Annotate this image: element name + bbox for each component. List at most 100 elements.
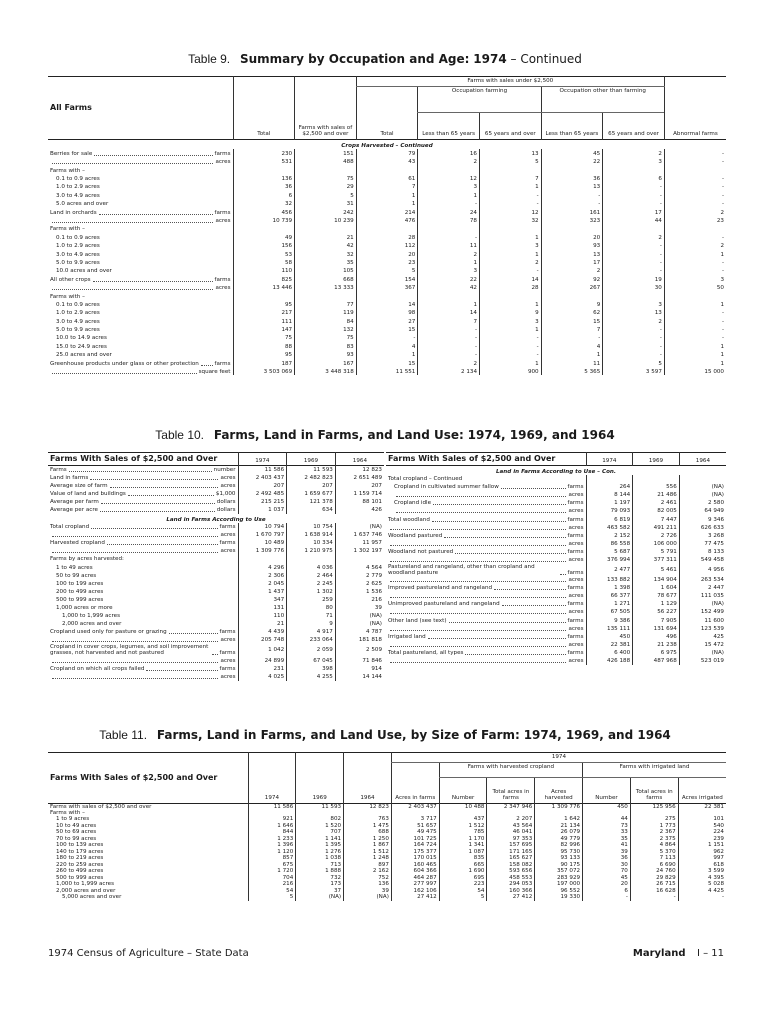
row-label: Land in orchards farms (48, 207, 233, 216)
row-label: 5,000 acres and over (48, 894, 248, 901)
cell-value: 5 028 (677, 881, 726, 888)
cell-empty (663, 291, 726, 300)
label-text: Total cropland (50, 524, 90, 531)
leader (396, 496, 567, 498)
leader (396, 512, 567, 514)
label-line: 0.1 to 0.9 acres (56, 235, 231, 241)
unit: farms (219, 524, 236, 531)
leader (494, 589, 566, 591)
label-text: All other crops (50, 276, 91, 283)
cell-value: 6 (602, 173, 665, 183)
row-label: acres (48, 673, 238, 681)
table-head: Farms With Sales of $2,500 and Over 1974… (48, 452, 384, 466)
row-label: Woodland pastured farms (386, 532, 586, 540)
cell-value: - (479, 333, 542, 342)
cell-value: 43 (355, 156, 418, 166)
cell-value: 12 823 (334, 465, 384, 474)
cell-empty (602, 165, 665, 174)
cell-value: 626 633 (678, 523, 726, 532)
row-label: acres (386, 507, 586, 515)
cell-value: 217 (232, 307, 295, 317)
data-row: acres 8 144 21 486 (NA) (386, 491, 726, 500)
cell-value: 1 867 (343, 842, 392, 849)
table-head: Farms With Sales of $2,500 and Over 1974… (386, 452, 726, 466)
label-line: Total cropland farms (50, 524, 236, 530)
leader (99, 511, 215, 513)
cell-value: 2 403 437 (237, 473, 287, 482)
table-number: Table 9. (188, 52, 231, 66)
cell-value: - (663, 316, 726, 325)
cell-value: 1 670 797 (237, 531, 287, 540)
cell-empty (390, 809, 440, 816)
cell-empty (663, 224, 726, 233)
label-text: 3.0 to 4.9 acres (56, 192, 100, 199)
cell-value: 4 255 (286, 672, 336, 681)
leader (211, 654, 218, 656)
label-line: 1,000 to 1,999 acres (62, 613, 236, 619)
cell-value: - (663, 324, 726, 334)
cell-value: 12 (417, 173, 480, 183)
row-label: 2,000 acres and over (48, 888, 248, 895)
cell-value: 4 025 (237, 672, 287, 681)
cell-value: 13 (602, 307, 665, 317)
cell-value: 367 (355, 282, 418, 292)
unit: farms (219, 629, 236, 636)
data-row: 25.0 acres and over 95 93 1- -1-1 (48, 349, 726, 359)
cell-value: 2 580 (678, 499, 726, 508)
row-label: Harvested cropland farms (48, 539, 238, 547)
cell-value: 1 250 (343, 835, 392, 842)
cell-empty (632, 475, 680, 484)
cell-value: 83 (294, 341, 357, 350)
cell-value: 165 627 (486, 855, 535, 862)
label-line: Farms with – (50, 226, 231, 232)
label-line: acres (50, 637, 236, 643)
cell-value: 1 638 914 (286, 531, 336, 540)
label-text: 1.0 to 2.9 acres (56, 310, 100, 317)
table9-title: Table 9. Summary by Occupation and Age: … (0, 52, 770, 66)
cell-value: 239 (677, 835, 726, 842)
cell-value: 1 141 (295, 835, 344, 842)
cell-value: 13 333 (294, 282, 357, 292)
cell-value: 425 (678, 632, 726, 641)
data-row: Land in orchards farms 456 242 214 24 12 161 17 2 (48, 207, 726, 216)
label-text: Cropland idle (394, 500, 432, 507)
label-text: 2,000 acres and over (62, 621, 122, 628)
cell-value: 1 (479, 232, 542, 241)
data-row: Cropland idle farms 1 197 2 461 2 580 (386, 499, 726, 508)
cell-value: 223 (438, 881, 487, 888)
cell-value: - (479, 341, 542, 350)
label-text: Improved pastureland and rangeland (388, 585, 493, 592)
data-row: Woodland pastured farms 2 152 2 726 3 268 (386, 531, 726, 540)
cell-value: 1 (663, 249, 726, 258)
cell-value: 2 (540, 265, 603, 275)
cell-value: 26 715 (629, 881, 679, 888)
cell-value: 15 (540, 316, 603, 325)
cell-value: 357 072 (534, 868, 583, 875)
cell-empty (334, 555, 384, 564)
label-text: 1.0 to 2.9 acres (56, 184, 100, 191)
label-line: 50 to 99 acres (56, 573, 236, 579)
cell-value: 4 (540, 341, 603, 350)
label-text: Farms (50, 466, 67, 473)
cell-value: 6 (232, 190, 295, 199)
cell-value: 275 (629, 816, 679, 823)
cell-value: 997 (677, 855, 726, 862)
cell-value: 58 (232, 257, 295, 266)
cell-value: 43 564 (486, 822, 535, 829)
label-line: 0.1 to 0.9 acres (56, 176, 231, 182)
cell-value: 119 (294, 307, 357, 317)
row-label: 3.0 to 4.9 acres (48, 316, 233, 325)
label-row: Farms with – (48, 291, 726, 300)
label-line: square feet (50, 369, 231, 375)
data-row: 100 to 139 acres 1 396 1 395 1 867 164 724 1 … (48, 842, 726, 849)
column-head: Total (232, 76, 295, 139)
column-head: Less than 65 years (417, 112, 480, 139)
data-row: 1,000 to 1,999 acres 110 71 (NA) (48, 612, 384, 621)
cell-value: 7 (479, 173, 542, 183)
cell-value: 21 134 (534, 822, 583, 829)
label-line: 25.0 acres and over (56, 352, 231, 358)
cell-value: 88 (232, 341, 295, 350)
cell-value: 4 564 (334, 563, 384, 572)
column-head: 1969 (295, 752, 344, 803)
